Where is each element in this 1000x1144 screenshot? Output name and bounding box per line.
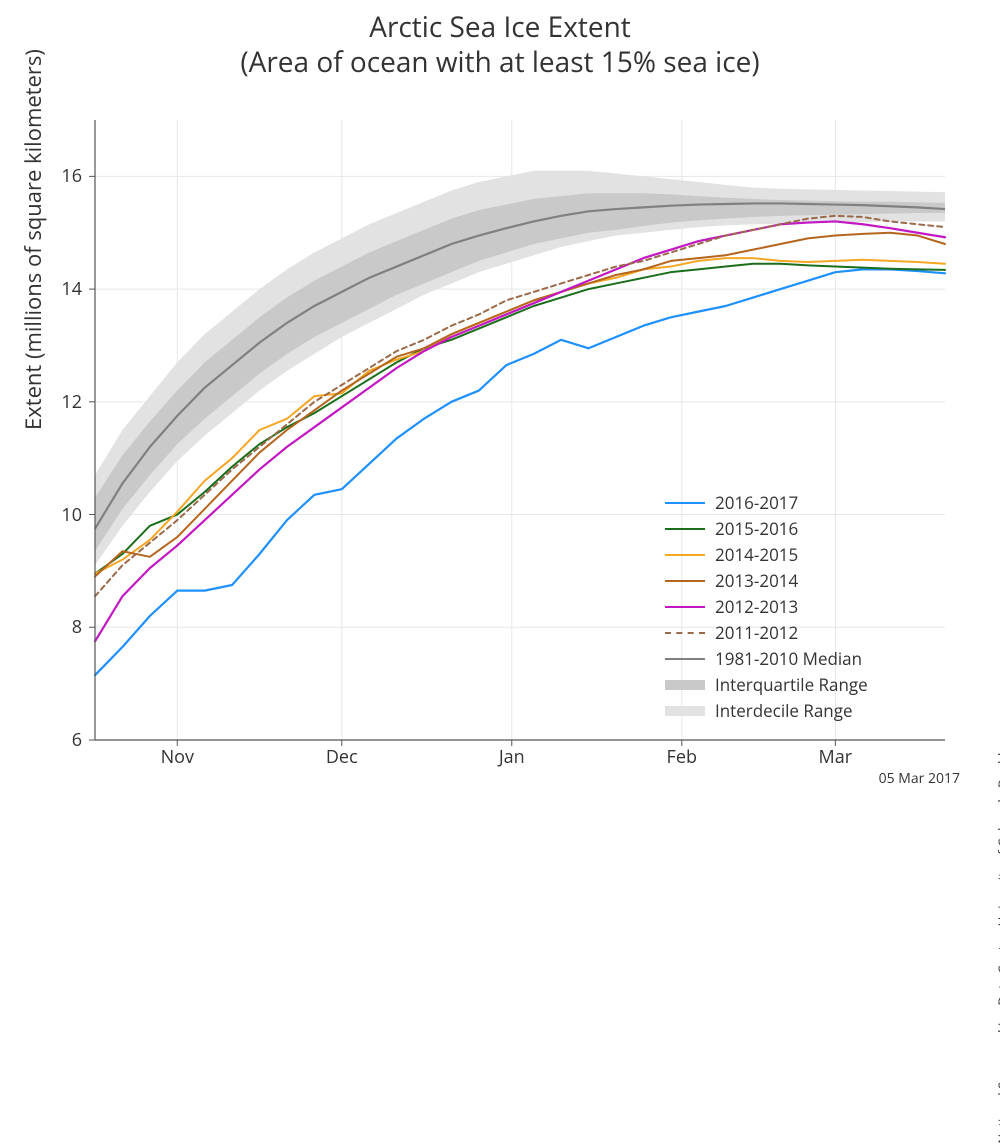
legend-row-interdecile: Interdecile Range <box>665 698 868 724</box>
legend-row-s2014_2015: 2014-2015 <box>665 542 868 568</box>
x-tick-label: Mar <box>819 745 853 769</box>
legend-swatch <box>665 528 705 530</box>
legend-row-s2012_2013: 2012-2013 <box>665 594 868 620</box>
legend-swatch <box>665 580 705 582</box>
chart-title-block: Arctic Sea Ice Extent (Area of ocean wit… <box>0 10 1000 80</box>
x-tick-label: Dec <box>326 745 358 769</box>
x-tick-labels: Nov Dec Jan Feb Mar <box>95 745 945 775</box>
x-tick-label: Jan <box>499 745 525 769</box>
legend-swatch <box>665 658 705 660</box>
legend-swatch <box>665 680 705 690</box>
legend-label: 2015-2016 <box>715 516 798 542</box>
plot-area: 2016-20172015-20162014-20152013-20142012… <box>95 120 945 740</box>
y-tick-labels: 6810121416 <box>0 120 90 740</box>
legend-row-s2016_2017: 2016-2017 <box>665 490 868 516</box>
legend-label: 1981-2010 Median <box>715 646 862 672</box>
legend-label: 2012-2013 <box>715 594 798 620</box>
legend-label: 2014-2015 <box>715 542 798 568</box>
attribution-text: National Snow and Ice Data Center, Unive… <box>994 740 1000 1144</box>
legend-swatch <box>665 554 705 556</box>
chart-title-line-2: (Area of ocean with at least 15% sea ice… <box>0 45 1000 80</box>
y-tick-label: 6 <box>72 728 82 752</box>
legend-row-median: 1981-2010 Median <box>665 646 868 672</box>
legend-swatch <box>665 706 705 716</box>
legend-label: 2011-2012 <box>715 620 798 646</box>
y-tick-label: 8 <box>72 615 82 639</box>
legend-label: 2016-2017 <box>715 490 798 516</box>
legend-swatch <box>665 632 705 634</box>
date-stamp: 05 Mar 2017 <box>879 769 960 788</box>
legend-row-s2011_2012: 2011-2012 <box>665 620 868 646</box>
legend-swatch <box>665 502 705 504</box>
legend-row-s2013_2014: 2013-2014 <box>665 568 868 594</box>
legend-swatch <box>665 606 705 608</box>
y-tick-label: 12 <box>61 390 82 414</box>
chart-title-line-1: Arctic Sea Ice Extent <box>0 10 1000 45</box>
x-tick-label: Feb <box>667 745 697 769</box>
legend-row-interquartile: Interquartile Range <box>665 672 868 698</box>
y-tick-label: 10 <box>61 503 82 527</box>
y-tick-label: 16 <box>61 164 82 188</box>
legend-label: Interdecile Range <box>715 698 853 724</box>
legend-label: 2013-2014 <box>715 568 798 594</box>
figure-root: Arctic Sea Ice Extent (Area of ocean wit… <box>0 0 1000 800</box>
x-tick-label: Nov <box>161 745 194 769</box>
legend-row-s2015_2016: 2015-2016 <box>665 516 868 542</box>
y-tick-label: 14 <box>61 277 82 301</box>
legend-label: Interquartile Range <box>715 672 868 698</box>
legend: 2016-20172015-20162014-20152013-20142012… <box>665 490 868 724</box>
